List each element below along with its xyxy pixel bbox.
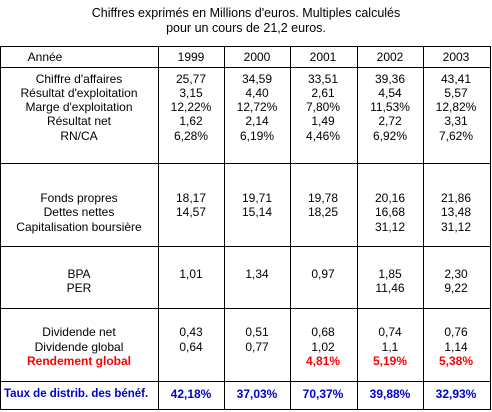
row-value: 6,92% bbox=[372, 129, 408, 143]
row-value: 13,48 bbox=[440, 205, 472, 219]
row-value: 1,01 bbox=[179, 267, 203, 281]
row-value: 3,15 bbox=[179, 86, 203, 100]
row-value: 34,59 bbox=[241, 72, 273, 86]
row-value: 43,41 bbox=[440, 72, 472, 86]
row-value: 0,74 bbox=[378, 325, 402, 339]
row-label: Capitalisation boursière bbox=[16, 220, 142, 234]
footer-value: 32,93% bbox=[435, 387, 477, 401]
row-value: 6,28% bbox=[173, 129, 209, 143]
row-value: 9,22 bbox=[444, 281, 468, 295]
row-value: 0,64 bbox=[179, 340, 203, 354]
row-value: 6,19% bbox=[239, 129, 275, 143]
row-value: 0,51 bbox=[245, 325, 269, 339]
row-value: 4,40 bbox=[245, 86, 269, 100]
column-divider bbox=[423, 46, 424, 410]
row-value: 2,30 bbox=[444, 267, 468, 281]
row-value: 18,25 bbox=[307, 205, 339, 219]
footer-value: 37,03% bbox=[236, 387, 278, 401]
row-label: BPA bbox=[67, 267, 91, 281]
row-value: 0,77 bbox=[245, 340, 269, 354]
row-value: 0,76 bbox=[444, 325, 468, 339]
footer-label: Taux de distrib. des bénéf. bbox=[4, 388, 149, 400]
header-year: 2000 bbox=[243, 50, 271, 64]
row-value: 15,14 bbox=[241, 205, 273, 219]
row-value: 1,14 bbox=[444, 340, 468, 354]
column-divider bbox=[290, 46, 291, 410]
column-divider bbox=[224, 46, 225, 410]
row-value: 11,46 bbox=[375, 281, 405, 295]
row-divider bbox=[0, 163, 491, 164]
row-value: 19,71 bbox=[241, 191, 273, 205]
row-divider bbox=[0, 381, 491, 382]
column-divider bbox=[357, 46, 358, 410]
row-label: Dividende global bbox=[34, 340, 124, 354]
row-value: 3,31 bbox=[444, 114, 468, 128]
row-value: 4,46% bbox=[305, 129, 341, 143]
row-value: 2,72 bbox=[378, 114, 402, 128]
row-divider bbox=[0, 246, 491, 247]
row-value: 1,1 bbox=[381, 340, 399, 354]
row-value: 1,49 bbox=[311, 114, 335, 128]
row-divider bbox=[0, 67, 491, 68]
header-year: 2001 bbox=[309, 50, 337, 64]
caption-line-1: Chiffres exprimés en Millions d'euros. M… bbox=[91, 6, 401, 20]
row-value: 2,14 bbox=[245, 114, 269, 128]
header-year: 2003 bbox=[442, 50, 470, 64]
row-value: 12,72% bbox=[236, 100, 278, 114]
row-value: 33,51 bbox=[307, 72, 339, 86]
footer-value: 70,37% bbox=[302, 387, 344, 401]
row-divider bbox=[0, 308, 491, 309]
column-divider bbox=[158, 46, 159, 410]
row-value: 1,02 bbox=[311, 340, 335, 354]
footer-value: 42,18% bbox=[170, 387, 212, 401]
row-label: Résultat net bbox=[46, 114, 112, 128]
row-value: 1,62 bbox=[179, 114, 203, 128]
row-value: 31,12 bbox=[374, 220, 406, 234]
row-value: 31,12 bbox=[440, 220, 472, 234]
row-value: 4,54 bbox=[378, 86, 402, 100]
row-value: 12,22% bbox=[170, 100, 212, 114]
row-value: 18,17 bbox=[175, 191, 207, 205]
header-year: 1999 bbox=[177, 50, 205, 64]
row-value: 1,34 bbox=[245, 267, 269, 281]
row-value: 7,80% bbox=[305, 100, 341, 114]
row-label: Marge d'exploitation bbox=[25, 100, 133, 114]
row-value: 25,77 bbox=[175, 72, 207, 86]
row-value: 7,62% bbox=[438, 129, 474, 143]
row-label: Résultat d'exploitation bbox=[20, 86, 138, 100]
header-label: Année bbox=[27, 50, 63, 64]
row-value: 2,61 bbox=[311, 86, 335, 100]
row-value: 11,53% bbox=[370, 100, 410, 114]
row-value: 20,16 bbox=[374, 191, 406, 205]
footer-value: 39,88% bbox=[369, 387, 411, 401]
caption-line-2: pour un cours de 21,2 euros. bbox=[166, 21, 326, 35]
row-value: 12,82% bbox=[435, 100, 477, 114]
table-frame bbox=[0, 46, 491, 410]
row-value: 39,36 bbox=[374, 72, 406, 86]
row-label: Dettes nettes bbox=[43, 205, 115, 219]
row-label: Chiffre d'affaires bbox=[35, 72, 123, 86]
row-label: Fonds propres bbox=[40, 191, 118, 205]
header-year: 2002 bbox=[376, 50, 404, 64]
row-value: 5,19% bbox=[372, 354, 408, 368]
row-value: 16,68 bbox=[374, 205, 406, 219]
row-value: 0,68 bbox=[311, 325, 335, 339]
row-value: 0,43 bbox=[179, 325, 203, 339]
row-value: 4,81% bbox=[305, 354, 341, 368]
row-value: 14,57 bbox=[175, 205, 207, 219]
row-label: RN/CA bbox=[60, 129, 98, 143]
row-value: 0,97 bbox=[311, 267, 335, 281]
row-label: PER bbox=[66, 281, 92, 295]
row-label: Rendement global bbox=[26, 354, 131, 368]
row-value: 5,38% bbox=[438, 354, 474, 368]
row-value: 19,78 bbox=[307, 191, 339, 205]
row-value: 5,57 bbox=[444, 86, 468, 100]
row-label: Dividende net bbox=[42, 325, 116, 339]
row-value: 21,86 bbox=[440, 191, 472, 205]
row-value: 1,85 bbox=[378, 267, 402, 281]
